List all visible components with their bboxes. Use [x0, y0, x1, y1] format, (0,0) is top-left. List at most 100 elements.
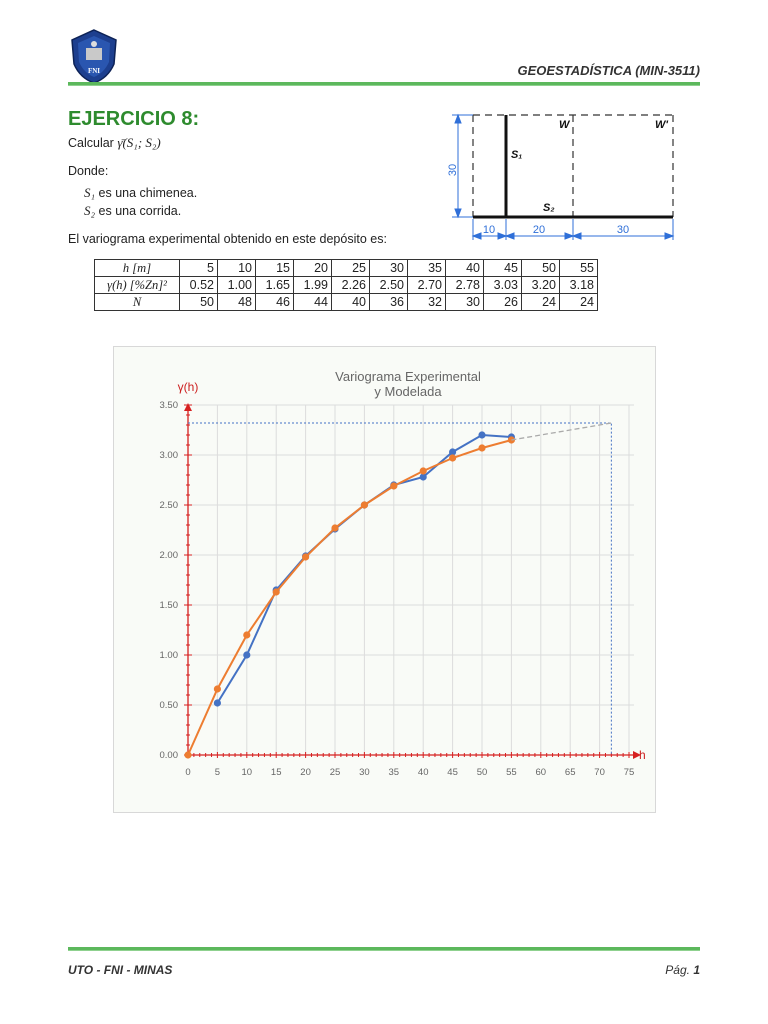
table-cell: 2.50	[369, 276, 408, 294]
variogram-plot: Variograma Experimental y Modelada γ(h) …	[160, 369, 646, 778]
table-cell: 1.00	[217, 276, 256, 294]
x-axis-label: h	[639, 748, 646, 762]
data-point	[213, 685, 221, 693]
data-point	[419, 467, 427, 475]
calc-label: Calcular	[68, 136, 114, 150]
calc-expression: γ̄(S₁; S₂)	[117, 135, 161, 150]
table-row-gamma: γ(h) [%Zn]² 0.52 1.00 1.65 1.99 2.26 2.5…	[94, 276, 598, 294]
svg-text:3.50: 3.50	[160, 400, 179, 411]
table-cell: 46	[255, 293, 294, 311]
svg-text:15: 15	[271, 767, 282, 778]
table-cell: 48	[217, 293, 256, 311]
w-label: W	[559, 119, 571, 131]
svg-text:5: 5	[215, 767, 220, 778]
svg-text:3.00: 3.00	[160, 450, 179, 461]
table-cell: 24	[559, 293, 598, 311]
svg-text:1.00: 1.00	[160, 650, 179, 661]
page-label: Pág.	[665, 963, 690, 977]
s1-symbol: S₁	[84, 185, 96, 200]
y-axis-label: γ(h)	[178, 380, 199, 394]
page-value: 1	[693, 963, 700, 977]
row-header: h [m]	[94, 259, 180, 277]
table-cell: 55	[559, 259, 598, 277]
data-point	[302, 553, 310, 561]
data-point	[272, 588, 280, 596]
table-cell: 2.26	[331, 276, 370, 294]
dim-30: 30	[617, 224, 629, 236]
s1-text: es una chimenea.	[98, 186, 198, 200]
footer-institution: UTO - FNI - MINAS	[68, 963, 173, 977]
footer-rule	[68, 947, 700, 951]
table-cell: 40	[331, 293, 370, 311]
page-number: Pág. 1	[665, 963, 700, 977]
dim-20: 20	[533, 224, 545, 236]
svg-text:75: 75	[624, 767, 635, 778]
svg-text:45: 45	[447, 767, 458, 778]
data-point	[243, 631, 251, 639]
table-cell: 20	[293, 259, 332, 277]
table-cell: 3.03	[483, 276, 522, 294]
table-cell: 3.20	[521, 276, 560, 294]
chart-series	[184, 422, 612, 759]
table-cell: 30	[369, 259, 408, 277]
data-point	[243, 651, 251, 659]
chart-title-line2: y Modelada	[374, 384, 442, 399]
table-cell: 32	[407, 293, 446, 311]
s1-label: S₁	[511, 149, 522, 161]
data-point	[419, 473, 427, 481]
chart-tick-labels: 0 5 10 15 20 25 30 35 40 45 50 55 60 65 70 75 0.00 0.50 1.…	[160, 400, 635, 778]
table-cell: 15	[255, 259, 294, 277]
svg-text:35: 35	[389, 767, 400, 778]
table-cell: 26	[483, 293, 522, 311]
table-cell: 5	[179, 259, 218, 277]
svg-text:30: 30	[359, 767, 370, 778]
data-point	[478, 431, 486, 439]
svg-text:0.50: 0.50	[160, 700, 179, 711]
table-cell: 50	[179, 293, 218, 311]
table-cell: 3.18	[559, 276, 598, 294]
s2-definition: S₂ es una corrida.	[84, 203, 181, 219]
svg-text:20: 20	[300, 767, 311, 778]
chart-grid	[187, 404, 634, 756]
svg-text:25: 25	[330, 767, 341, 778]
header-rule	[68, 82, 700, 86]
table-cell: 40	[445, 259, 484, 277]
geometry-diagram: 30 10 20 30 S₁ S₂ W W'	[447, 113, 675, 240]
svg-text:2.50: 2.50	[160, 500, 179, 511]
data-point	[449, 454, 457, 462]
row-header: γ(h) [%Zn]²	[94, 276, 180, 294]
table-cell: 2.78	[445, 276, 484, 294]
table-cell: 50	[521, 259, 560, 277]
table-cell: 45	[483, 259, 522, 277]
table-row-h: h [m] 5 10 15 20 25 30 35 40 45 50 55	[94, 259, 598, 277]
data-point	[360, 501, 368, 509]
data-point	[478, 444, 486, 452]
w-prime-label: W'	[655, 119, 668, 131]
dim-10: 10	[483, 224, 495, 236]
svg-text:1.50: 1.50	[160, 600, 179, 611]
table-cell: 2.70	[407, 276, 446, 294]
table-cell: 24	[521, 293, 560, 311]
s2-label: S₂	[543, 202, 555, 214]
data-point	[390, 482, 398, 490]
chart-axes	[184, 403, 641, 759]
svg-text:FNI: FNI	[88, 67, 100, 75]
svg-text:60: 60	[536, 767, 547, 778]
svg-text:2.00: 2.00	[160, 550, 179, 561]
data-point	[184, 751, 192, 759]
donde-label: Donde:	[68, 164, 109, 178]
data-point	[331, 524, 339, 532]
svg-text:50: 50	[477, 767, 488, 778]
row-header: N	[94, 293, 180, 311]
height-dimension: 30	[447, 164, 459, 176]
university-logo: FNI	[68, 28, 120, 84]
table-cell: 30	[445, 293, 484, 311]
table-cell: 25	[331, 259, 370, 277]
course-title: GEOESTADÍSTICA (MIN-3511)	[517, 63, 700, 78]
table-cell: 44	[293, 293, 332, 311]
svg-text:40: 40	[418, 767, 429, 778]
calc-line: Calcular γ̄(S₁; S₂)	[68, 135, 161, 151]
data-point	[449, 448, 457, 456]
svg-text:70: 70	[594, 767, 605, 778]
chart-title-line1: Variograma Experimental	[335, 369, 481, 384]
